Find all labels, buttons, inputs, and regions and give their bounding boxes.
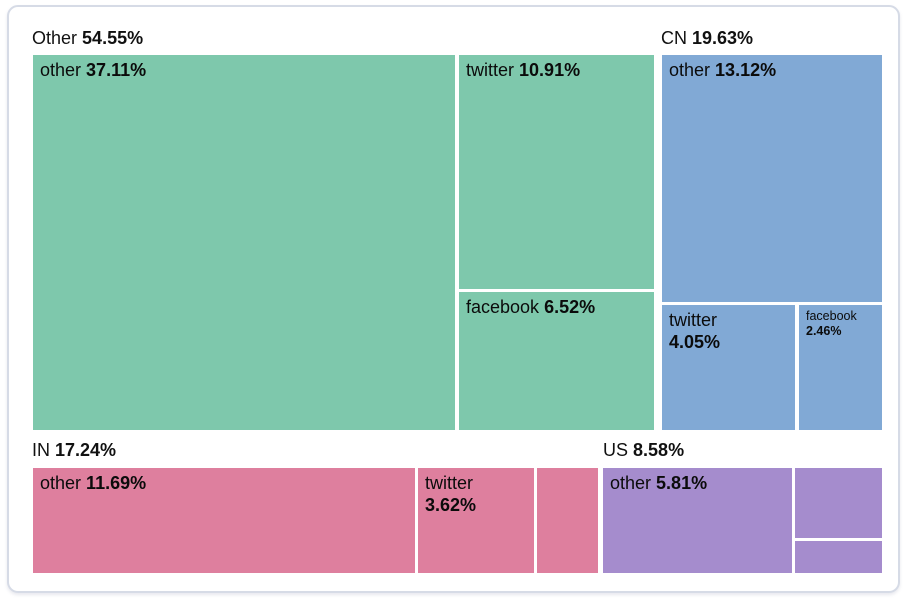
group-label: Other xyxy=(32,28,78,48)
cell-label: facebook 6.52% xyxy=(466,297,596,317)
group-header-cn: CN 19.63% xyxy=(661,28,753,49)
treemap-cell-cn-facebook[interactable]: facebook 2.46% xyxy=(799,305,882,430)
cell-label: twitter 10.91% xyxy=(466,60,581,80)
treemap-cell-cn-twitter[interactable]: twitter 4.05% xyxy=(662,305,795,430)
treemap-cell-other-other[interactable]: other 37.11% xyxy=(33,55,455,430)
treemap-cell-us-unlabeled-1[interactable] xyxy=(795,468,882,538)
treemap-cell-in-twitter[interactable]: twitter 3.62% xyxy=(418,468,534,573)
group-percent: 19.63% xyxy=(692,28,754,48)
group-label: CN xyxy=(661,28,687,48)
treemap-cell-us-other[interactable]: other 5.81% xyxy=(603,468,792,573)
treemap-cell-cn-other[interactable]: other 13.12% xyxy=(662,55,882,302)
group-percent: 17.24% xyxy=(55,440,117,460)
cell-label: other 13.12% xyxy=(669,60,777,80)
chart-card: Other 54.55% CN 19.63% IN 17.24% US 8.58… xyxy=(7,5,900,593)
group-label: IN xyxy=(32,440,50,460)
group-percent: 8.58% xyxy=(633,440,685,460)
cell-label: twitter 3.62% xyxy=(425,473,477,515)
group-label: US xyxy=(603,440,629,460)
group-percent: 54.55% xyxy=(82,28,144,48)
treemap-cell-in-other[interactable]: other 11.69% xyxy=(33,468,415,573)
treemap-cell-other-twitter[interactable]: twitter 10.91% xyxy=(459,55,654,289)
cell-label: twitter 4.05% xyxy=(669,310,721,352)
cell-label: other 11.69% xyxy=(40,473,147,493)
cell-label: facebook 2.46% xyxy=(806,309,857,338)
group-header-in: IN 17.24% xyxy=(32,440,116,461)
treemap-cell-in-unlabeled[interactable] xyxy=(537,468,598,573)
cell-label: other 5.81% xyxy=(610,473,708,493)
treemap-cell-other-facebook[interactable]: facebook 6.52% xyxy=(459,292,654,430)
group-header-us: US 8.58% xyxy=(603,440,684,461)
treemap-cell-us-unlabeled-2[interactable] xyxy=(795,541,882,573)
cell-label: other 37.11% xyxy=(40,60,147,80)
group-header-other: Other 54.55% xyxy=(32,28,143,49)
